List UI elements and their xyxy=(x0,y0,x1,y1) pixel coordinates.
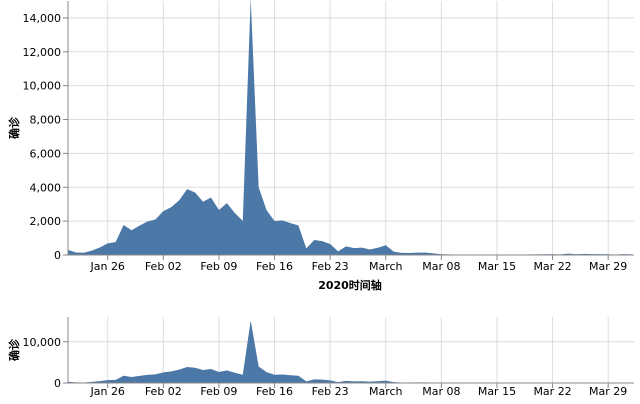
x-tick-label: Feb 16 xyxy=(256,385,293,398)
x-tick-label: March xyxy=(369,385,403,398)
x-tick-label: Mar 15 xyxy=(478,260,516,273)
x-tick-label: Feb 16 xyxy=(256,260,293,273)
y-tick-label: 0 xyxy=(54,377,61,390)
x-tick-label: Mar 22 xyxy=(533,260,571,273)
y-tick-label: 4,000 xyxy=(30,181,62,194)
x-tick-label: Mar 29 xyxy=(589,385,627,398)
x-tick-label: Feb 09 xyxy=(200,385,237,398)
x-axis-title: 2020时间轴 xyxy=(318,278,382,292)
y-axis-title: 确诊 xyxy=(7,338,21,361)
x-tick-label: Feb 02 xyxy=(145,260,182,273)
x-tick-label: Jan 26 xyxy=(89,260,124,273)
y-tick-label: 2,000 xyxy=(30,215,62,228)
y-axis-title: 确诊 xyxy=(7,116,21,139)
x-tick-label: Mar 08 xyxy=(422,385,460,398)
x-tick-label: Mar 29 xyxy=(589,260,627,273)
y-tick-label: 14,000 xyxy=(23,12,62,25)
y-tick-label: 6,000 xyxy=(30,147,62,160)
y-tick-label: 12,000 xyxy=(23,46,62,59)
x-tick-label: March xyxy=(369,260,403,273)
x-tick-label: Mar 08 xyxy=(422,260,460,273)
y-tick-label: 8,000 xyxy=(30,114,62,127)
x-tick-label: Feb 02 xyxy=(145,385,182,398)
x-tick-label: Jan 26 xyxy=(89,385,124,398)
x-tick-label: Feb 23 xyxy=(312,385,349,398)
x-tick-label: Mar 15 xyxy=(478,385,516,398)
y-tick-label: 10,000 xyxy=(23,80,62,93)
area xyxy=(68,320,632,383)
x-tick-label: Mar 22 xyxy=(533,385,571,398)
x-tick-label: Feb 23 xyxy=(312,260,349,273)
y-tick-label: 10,000 xyxy=(23,336,62,349)
area xyxy=(68,0,632,255)
y-tick-label: 0 xyxy=(54,249,61,262)
x-tick-label: Feb 09 xyxy=(200,260,237,273)
